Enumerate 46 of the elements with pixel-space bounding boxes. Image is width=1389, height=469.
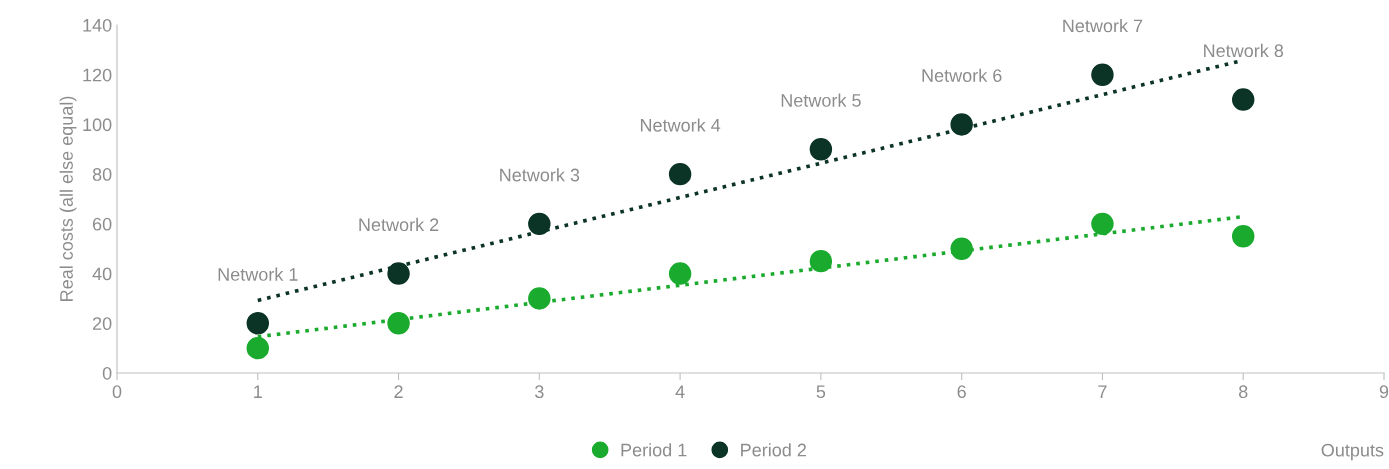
x-tick-label: 3	[535, 385, 544, 399]
y-tick-label: 140	[83, 18, 112, 32]
point	[246, 336, 270, 360]
legend-label: Period 2	[741, 443, 806, 457]
point	[528, 212, 551, 236]
point	[668, 262, 692, 285]
legend-label: Period 1	[621, 443, 687, 457]
point	[528, 287, 551, 310]
annotation: Network 2	[359, 217, 439, 232]
y-axis-title: Real costs (all else equal)	[59, 96, 77, 301]
y-tick-label: 60	[92, 217, 112, 231]
x-tick-label: 2	[394, 385, 403, 398]
point	[1231, 88, 1255, 111]
x-tick-label: 8	[1238, 385, 1248, 399]
point	[668, 162, 692, 186]
y-tick-label: 100	[83, 118, 112, 132]
point	[1231, 225, 1255, 248]
y-tick-label: 0	[102, 366, 112, 380]
x-axis-title: Outputs	[1321, 443, 1384, 461]
x-tick-label: 0	[112, 385, 122, 399]
x-tick-label: 6	[957, 385, 966, 399]
y-tick-label: 80	[92, 168, 112, 181]
point	[950, 237, 973, 260]
point	[950, 113, 973, 136]
point	[809, 249, 833, 273]
x-tick-label: 7	[1098, 385, 1107, 398]
y-tick-label: 120	[83, 68, 112, 82]
annotation: Network 1	[218, 267, 298, 281]
x-tick-label: 5	[816, 385, 826, 399]
point	[387, 262, 410, 285]
point	[809, 138, 833, 161]
y-tick-label: 40	[92, 267, 112, 281]
annotation: Network 6	[922, 68, 1002, 82]
y-tick-label: 20	[92, 317, 112, 331]
point	[1091, 212, 1114, 236]
point	[1091, 63, 1114, 86]
x-tick-label: 4	[675, 385, 685, 398]
annotation: Network 7	[1063, 18, 1143, 33]
x-tick-label: 1	[254, 385, 262, 398]
point	[246, 312, 270, 335]
annotation: Network 5	[781, 93, 861, 107]
x-tick-label: 9	[1379, 385, 1389, 399]
annotation: Network 3	[500, 168, 580, 182]
point	[387, 312, 410, 335]
annotation: Network 4	[640, 118, 721, 132]
annotation: Network 8	[1204, 43, 1284, 58]
